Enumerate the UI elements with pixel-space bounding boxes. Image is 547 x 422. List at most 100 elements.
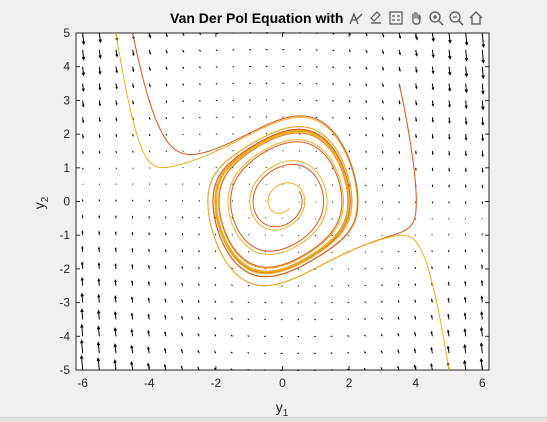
quiver-arrow — [332, 84, 333, 85]
quiver-arrow — [231, 352, 232, 353]
quiver-arrow — [99, 151, 100, 153]
quiver-arrow — [82, 216, 83, 219]
quiver-arrow — [149, 134, 150, 135]
quiver-arrow — [366, 117, 367, 119]
quiver-arrow — [382, 285, 383, 286]
quiver-arrow — [165, 250, 166, 252]
quiver-arrow — [83, 151, 84, 153]
quiver-arrow — [232, 285, 233, 286]
y-tick-label: 3 — [63, 93, 70, 107]
quiver-arrow — [398, 285, 399, 286]
quiver-arrow — [366, 134, 367, 135]
quiver-arrow — [332, 33, 333, 34]
quiver-arrow — [382, 302, 383, 303]
y-tick-label: -3 — [59, 296, 70, 310]
quiver-arrow — [382, 318, 383, 319]
x-tick-label: -2 — [211, 376, 222, 390]
quiver-arrow — [132, 233, 133, 235]
brush-icon[interactable] — [366, 8, 385, 28]
legend-icon[interactable] — [386, 8, 405, 28]
quiver-arrow — [232, 302, 233, 303]
quiver-arrow — [166, 117, 167, 118]
quiver-arrow — [99, 232, 100, 235]
x-tick-label: -6 — [77, 376, 88, 390]
quiver-arrow — [382, 134, 383, 136]
y-tick-label: 1 — [63, 161, 70, 175]
quiver-arrow — [199, 284, 200, 286]
quiver-arrow — [465, 185, 466, 187]
axes-toolbar — [346, 8, 485, 30]
quiver-arrow — [365, 302, 366, 303]
quiver-arrow — [199, 100, 200, 101]
quiver-arrow — [116, 134, 117, 136]
quiver-arrow — [432, 168, 433, 170]
x-tick-label: 6 — [479, 376, 486, 390]
zoom-in-icon[interactable] — [426, 8, 445, 28]
x-tick-label: -4 — [144, 376, 155, 390]
quiver-arrow — [365, 319, 366, 320]
quiver-arrow — [332, 100, 333, 101]
quiver-arrow — [99, 216, 100, 218]
quiver-arrow — [415, 284, 416, 286]
quiver-arrow — [482, 250, 483, 252]
quiver-arrow — [232, 336, 233, 337]
chart-title: Van Der Pol Equation with — [170, 10, 346, 26]
quiver-arrow — [198, 301, 199, 303]
quiver-arrow — [182, 267, 183, 269]
quiver-arrow — [133, 134, 134, 136]
quiver-arrow — [465, 168, 466, 171]
zoom-out-icon[interactable] — [446, 8, 465, 28]
pan-icon[interactable] — [406, 8, 425, 28]
quiver-arrow — [199, 268, 200, 269]
quiver-arrow — [183, 84, 184, 85]
quiver-arrow — [332, 50, 333, 51]
quiver-arrow — [432, 267, 433, 269]
data-tips-icon[interactable] — [346, 8, 365, 28]
quiver-arrow — [232, 319, 233, 320]
y-tick-label: 2 — [63, 127, 70, 141]
quiver-arrow — [365, 335, 366, 336]
quiver-arrow — [199, 84, 200, 85]
quiver-arrow — [215, 285, 216, 286]
y-tick-label: -1 — [59, 228, 70, 242]
quiver-arrow — [416, 168, 417, 170]
quiver-arrow — [448, 267, 449, 269]
quiver-arrow — [432, 185, 433, 187]
y-tick-label: -4 — [59, 329, 70, 343]
figure-bottom-edge — [0, 417, 547, 422]
x-tick-label: 2 — [346, 376, 353, 390]
quiver-arrow — [449, 185, 450, 187]
quiver-arrow — [349, 117, 350, 118]
quiver-arrow — [349, 100, 350, 101]
quiver-arrow — [215, 318, 216, 319]
quiver-arrow — [399, 151, 400, 153]
quiver-arrow — [183, 117, 184, 118]
quiver-arrow — [366, 100, 367, 102]
quiver-arrow — [332, 117, 333, 118]
x-axis-label: y1 — [276, 399, 289, 419]
quiver-arrow — [482, 185, 483, 188]
quiver-arrow — [166, 100, 167, 102]
quiver-arrow — [116, 216, 117, 218]
quiver-arrow — [149, 233, 150, 235]
quiver-arrow — [398, 301, 399, 303]
quiver-arrow — [149, 117, 150, 119]
quiver-arrow — [349, 84, 350, 85]
home-icon[interactable] — [466, 8, 485, 28]
x-tick-label: 4 — [412, 376, 419, 390]
quiver-arrow — [149, 249, 150, 252]
quiver-arrow — [231, 369, 232, 370]
quiver-arrow — [215, 301, 216, 302]
quiver-arrow — [183, 100, 184, 101]
y-tick-label: 0 — [63, 195, 70, 209]
quiver-arrow — [115, 232, 116, 235]
y-tick-label: 4 — [63, 60, 70, 74]
quiver-arrow — [332, 67, 333, 68]
y-tick-label: -5 — [59, 363, 70, 377]
quiver-arrow — [416, 151, 417, 154]
y-tick-label: 5 — [63, 26, 70, 40]
quiver-arrow — [449, 168, 450, 171]
y-axis-label: y2 — [31, 196, 51, 209]
